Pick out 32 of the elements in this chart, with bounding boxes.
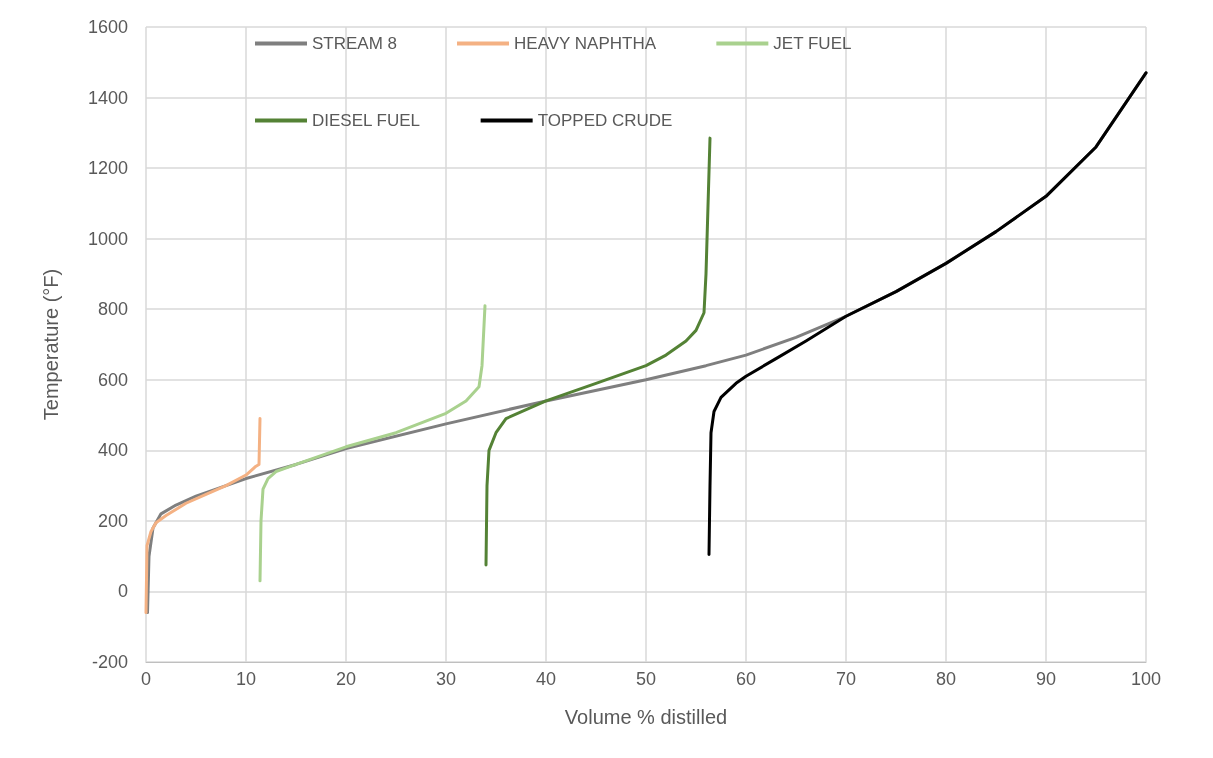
x-tick-label: 40 — [535, 669, 557, 689]
x-tick-label: 90 — [1035, 669, 1057, 689]
y-tick-label: 600 — [97, 369, 128, 390]
y-tick-label: 1200 — [87, 158, 128, 179]
x-tick-label: 30 — [435, 669, 457, 689]
x-tick-label: 70 — [835, 669, 857, 689]
y-tick-label: 800 — [97, 299, 128, 320]
y-axis-title: Temperature (°F) — [40, 268, 62, 421]
x-tick-label: 10 — [235, 669, 257, 689]
x-tick-label: 50 — [635, 669, 657, 689]
y-tick-label: -200 — [91, 652, 128, 672]
x-tick-label: 80 — [935, 669, 957, 689]
line-series — [258, 304, 487, 583]
x-tick-label: 0 — [140, 669, 152, 689]
x-axis-title: Volume % distilled — [564, 706, 728, 728]
line-series — [144, 417, 262, 615]
x-tick-label: 100 — [1130, 669, 1162, 689]
x-tick-label: 20 — [335, 669, 357, 689]
y-tick-label: 1400 — [87, 87, 128, 108]
legend-label: DIESEL FUEL — [312, 111, 421, 130]
y-tick-label: 1000 — [87, 228, 128, 249]
legend-label: JET FUEL — [773, 34, 852, 53]
y-tick-label: 1600 — [87, 17, 128, 37]
legend-label: STREAM 8 — [312, 34, 398, 53]
y-tick-label: 400 — [97, 440, 128, 461]
legend-label: HEAVY NAPHTHA — [514, 34, 657, 53]
line-series — [484, 136, 712, 567]
legend-label: TOPPED CRUDE — [537, 111, 673, 130]
y-tick-label: 0 — [117, 581, 128, 602]
line-series — [707, 71, 1148, 556]
x-tick-label: 60 — [735, 669, 757, 689]
y-tick-label: 200 — [97, 510, 128, 531]
